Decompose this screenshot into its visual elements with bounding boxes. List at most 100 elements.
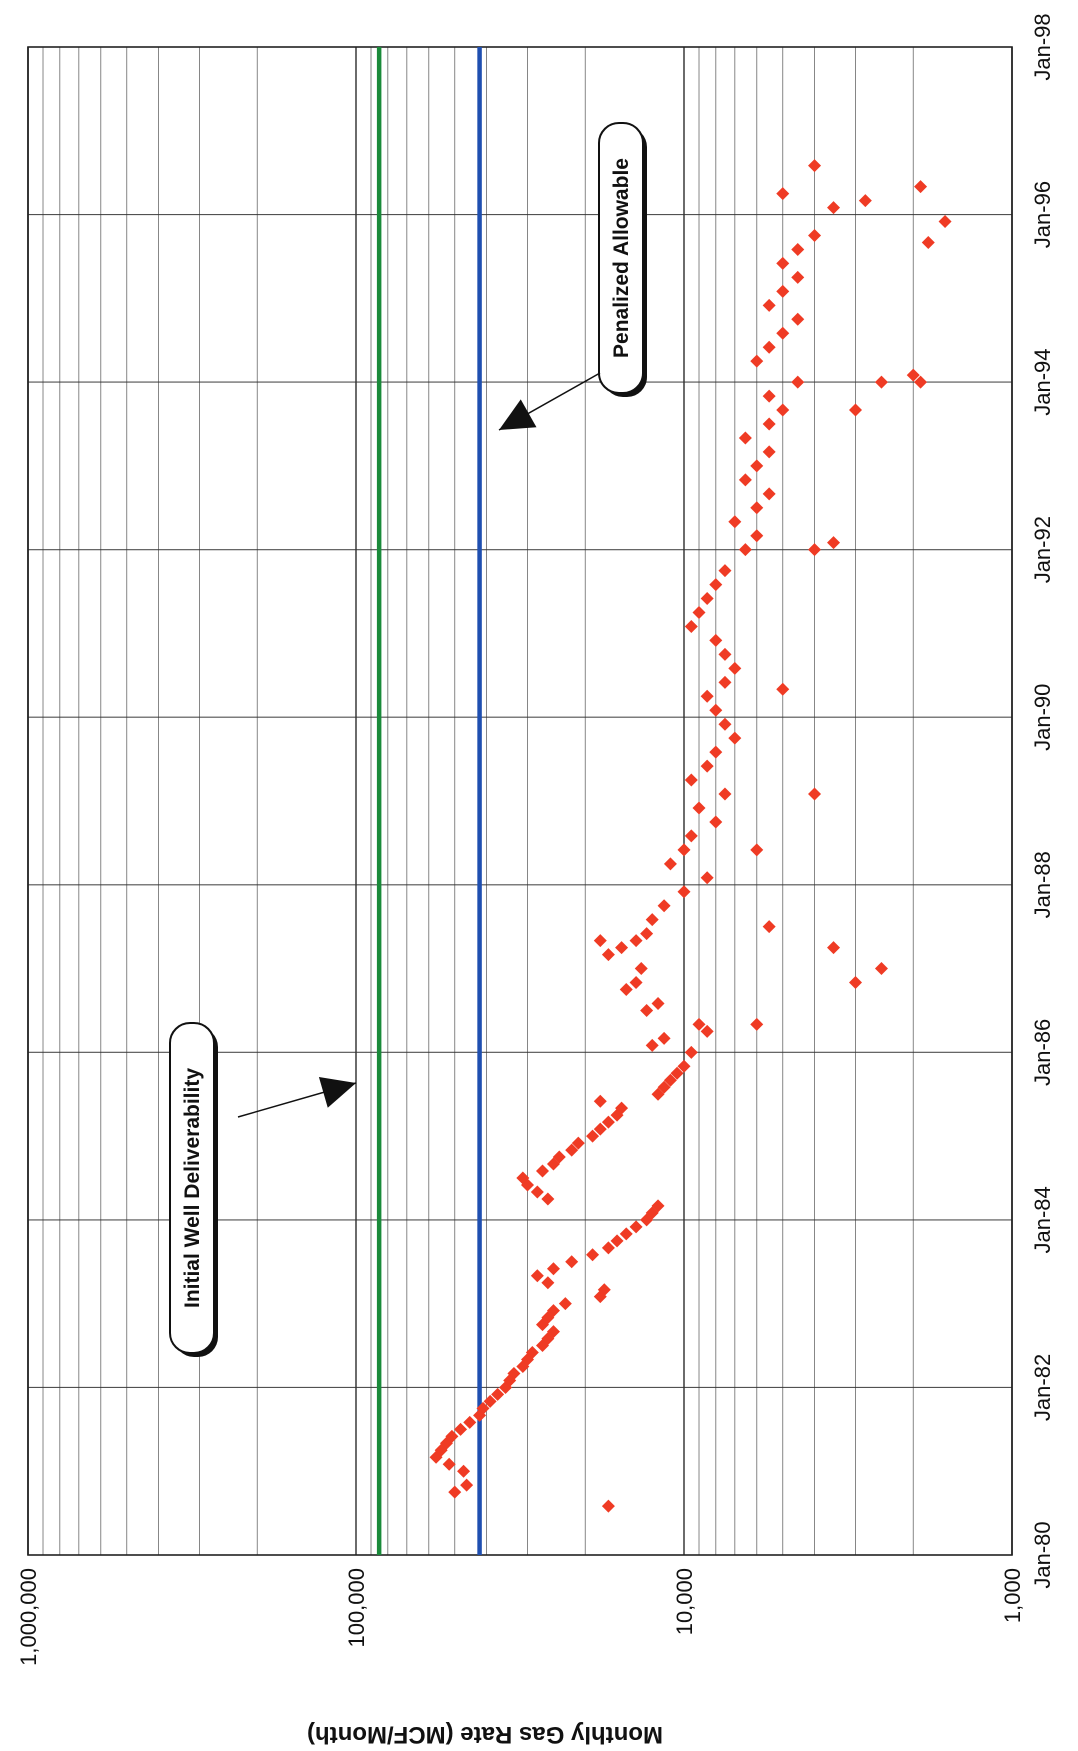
data-point [709, 703, 723, 717]
data-point [552, 1150, 566, 1164]
data-point [530, 1269, 544, 1283]
data-point [709, 815, 723, 829]
data-point [629, 1220, 643, 1234]
x-tick-label: Jan-80 [1030, 1521, 1055, 1588]
data-point [791, 312, 805, 326]
x-tick-label: Jan-82 [1030, 1354, 1055, 1421]
callout-box [598, 122, 644, 394]
callout-label: Penalized Allowable [610, 158, 633, 358]
data-point [657, 899, 671, 913]
data-point [776, 326, 790, 340]
data-point [914, 180, 928, 194]
data-point [634, 962, 648, 976]
data-point [558, 1297, 572, 1311]
data-point [692, 606, 706, 619]
data-point [677, 843, 691, 857]
data-point [457, 1464, 471, 1478]
data-point [645, 1038, 659, 1052]
data-point [692, 801, 706, 815]
data-point [700, 1024, 714, 1038]
data-point [762, 298, 776, 312]
callout-arrowhead [318, 1077, 356, 1108]
data-point [640, 927, 654, 941]
data-point [874, 375, 888, 389]
x-tick-label: Jan-88 [1030, 851, 1055, 918]
data-point [750, 843, 764, 857]
data-point [593, 934, 607, 948]
data-point [874, 962, 888, 976]
data-point [670, 1066, 684, 1080]
data-point [700, 759, 714, 773]
data-point [938, 215, 952, 229]
data-point [536, 1164, 550, 1178]
data-point [718, 564, 732, 578]
data-point [738, 431, 752, 445]
data-point [709, 633, 723, 647]
data-point [906, 368, 920, 382]
y-tick-label: 10,000 [672, 1568, 697, 1635]
x-tick-label: Jan-98 [1030, 13, 1055, 80]
data-point [530, 1185, 544, 1199]
data-point [651, 1199, 665, 1213]
data-point [718, 717, 732, 731]
data-point [541, 1192, 555, 1206]
data-point [750, 529, 764, 543]
data-point [507, 1366, 521, 1380]
data-point [629, 976, 643, 990]
data-point [541, 1276, 555, 1290]
data-point [615, 941, 629, 955]
data-point [601, 1115, 615, 1129]
data-point [483, 1394, 497, 1408]
data-point [738, 473, 752, 487]
data-point [776, 187, 790, 201]
data-point [709, 745, 723, 759]
data-point [827, 941, 841, 955]
data-point [657, 1080, 671, 1094]
plot-frame [27, 46, 1013, 1556]
callout-label: Initial Well Deliverability [181, 1068, 204, 1308]
data-point [597, 1283, 611, 1297]
data-point [619, 983, 633, 996]
data-point [750, 459, 764, 473]
annotations: Initial Well Deliverability Penalized All… [169, 122, 647, 1357]
y-tick-label: 100,000 [344, 1568, 369, 1648]
data-point [629, 934, 643, 948]
data-point [586, 1248, 600, 1262]
x-tick-label: Jan-84 [1030, 1186, 1055, 1253]
data-point [849, 403, 863, 417]
data-point [684, 773, 698, 787]
axes: Jan-80 Jan-82 Jan-84 Jan-86 Jan-88 Jan-90 Jan-… [16, 13, 1055, 1748]
data-point [914, 375, 928, 389]
callout-arrowhead [499, 399, 537, 430]
data-point [586, 1129, 600, 1143]
data-point [700, 871, 714, 885]
data-point [546, 1325, 560, 1339]
data-point [762, 340, 776, 354]
data-point [776, 403, 790, 417]
data-point [827, 201, 841, 215]
data-point [808, 229, 822, 242]
data-point [728, 731, 742, 745]
callout-box [169, 1022, 215, 1354]
data-point [762, 487, 776, 501]
data-point [762, 445, 776, 459]
data-point [565, 1255, 579, 1269]
data-point [601, 1499, 615, 1513]
data-point [546, 1304, 560, 1318]
data-point [476, 1401, 490, 1415]
data-point [709, 578, 723, 592]
data-point [663, 857, 677, 871]
data-point [445, 1429, 459, 1443]
data-point [750, 1017, 764, 1031]
data-point [677, 885, 691, 899]
data-point [463, 1415, 477, 1429]
data-point [750, 501, 764, 515]
data-point [808, 159, 822, 173]
data-points [429, 159, 952, 1513]
data-point [684, 829, 698, 843]
data-point [619, 1227, 633, 1241]
data-point [700, 592, 714, 606]
data-point [460, 1478, 474, 1492]
data-point [849, 976, 863, 990]
